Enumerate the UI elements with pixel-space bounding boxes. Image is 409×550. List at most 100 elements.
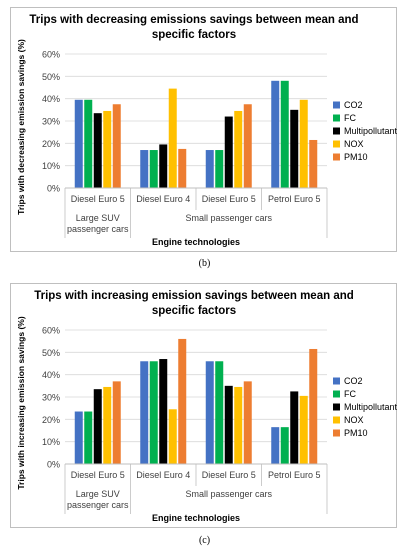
bar-co2-1 [140,361,149,464]
bar-multipollutant-0 [93,389,102,464]
bar-pm10-1 [178,338,187,464]
bar-nox-1 [168,409,177,464]
bar-pm10-0 [112,104,121,188]
x-group-label: Large SUV [76,489,120,499]
bar-co2-3 [271,80,280,188]
legend-swatch-nox [333,416,340,424]
chart-panel-c: Trips with increasing emission savings b… [10,283,398,528]
legend-label-co2: CO2 [344,376,363,386]
y-tick-label: 30% [42,117,60,127]
bar-pm10-1 [178,148,187,188]
x-group-label: passenger cars [67,224,129,234]
chart-svg: Trips with decreasing emissions savings … [16,14,398,247]
legend-swatch-fc [333,114,340,122]
bar-fc-2 [215,361,224,464]
y-tick-label: 60% [42,326,60,336]
legend-label-fc: FC [344,389,356,399]
legend-swatch-co2 [333,101,340,109]
bar-fc-0 [84,411,93,464]
bar-multipollutant-1 [159,144,168,188]
legend-swatch-nox [333,140,340,148]
bar-co2-3 [271,427,280,464]
legend-label-multipollutant: Multipollutant [344,126,398,136]
y-tick-label: 10% [42,437,60,447]
legend-label-pm10: PM10 [344,428,368,438]
x-category-label: Diesel Euro 5 [202,470,256,480]
y-tick-label: 0% [47,184,60,194]
figure-caption-b: (b) [198,258,211,269]
chart-title-line: Trips with increasing emission savings b… [34,290,354,302]
legend-swatch-fc [333,390,340,398]
bar-pm10-3 [309,348,318,464]
x-group-label: passenger cars [67,500,129,510]
legend-label-co2: CO2 [344,100,363,110]
chart-title-line: specific factors [152,305,236,317]
figure-caption-c: (c) [198,535,211,546]
bar-nox-0 [103,110,112,188]
y-tick-label: 30% [42,393,60,403]
x-group-label: Large SUV [76,213,120,223]
bar-multipollutant-3 [290,109,299,188]
x-category-label: Diesel Euro 4 [136,194,190,204]
x-category-label: Diesel Euro 4 [136,470,190,480]
legend-swatch-pm10 [333,429,340,437]
legend-swatch-pm10 [333,153,340,161]
bar-nox-1 [168,88,177,188]
y-axis-title: Trips with increasing emission savings (… [16,316,26,490]
bar-multipollutant-2 [224,385,233,464]
chart-svg: Trips with increasing emission savings b… [16,290,398,523]
chart-panel-b: Trips with decreasing emissions savings … [10,7,398,252]
bar-fc-3 [280,427,289,464]
bar-co2-2 [205,361,214,464]
y-tick-label: 10% [42,161,60,171]
x-axis-title: Engine technologies [152,237,240,247]
legend-swatch-multipollutant [333,127,340,135]
bar-co2-2 [205,150,214,188]
bar-nox-3 [299,395,308,464]
bar-fc-3 [280,80,289,188]
bar-nox-3 [299,99,308,188]
x-axis-title: Engine technologies [152,513,240,523]
bar-nox-0 [103,386,112,464]
bar-multipollutant-2 [224,116,233,188]
bar-co2-0 [74,99,83,188]
legend-swatch-co2 [333,377,340,385]
x-group-label: Small passenger cars [185,213,272,223]
bar-fc-1 [149,361,158,464]
chart-title-line: Trips with decreasing emissions savings … [29,14,358,26]
bar-multipollutant-0 [93,113,102,188]
y-tick-label: 0% [47,460,60,470]
legend-label-nox: NOX [344,415,364,425]
bar-pm10-2 [243,381,252,464]
y-tick-label: 50% [42,348,60,358]
legend-label-multipollutant: Multipollutant [344,402,398,412]
legend-swatch-multipollutant [333,403,340,411]
y-tick-label: 20% [42,139,60,149]
y-tick-label: 40% [42,370,60,380]
x-category-label: Petrol Euro 5 [268,194,321,204]
y-tick-label: 40% [42,94,60,104]
bar-pm10-2 [243,104,252,188]
legend-label-fc: FC [344,113,356,123]
bar-fc-1 [149,150,158,188]
bar-nox-2 [234,110,243,188]
bar-co2-1 [140,150,149,188]
y-tick-label: 60% [42,50,60,60]
y-tick-label: 50% [42,72,60,82]
chart-title-line: specific factors [152,29,236,41]
x-category-label: Diesel Euro 5 [71,470,125,480]
legend-label-nox: NOX [344,139,364,149]
x-group-label: Small passenger cars [185,489,272,499]
y-axis-title: Trips with decreasing emission savings (… [16,39,26,215]
legend-label-pm10: PM10 [344,152,368,162]
x-category-label: Diesel Euro 5 [71,194,125,204]
bar-pm10-0 [112,381,121,464]
bar-fc-0 [84,99,93,188]
bar-multipollutant-3 [290,391,299,464]
bar-co2-0 [74,411,83,464]
y-tick-label: 20% [42,415,60,425]
bar-pm10-3 [309,139,318,188]
x-category-label: Petrol Euro 5 [268,470,321,480]
x-category-label: Diesel Euro 5 [202,194,256,204]
bar-nox-2 [234,386,243,464]
